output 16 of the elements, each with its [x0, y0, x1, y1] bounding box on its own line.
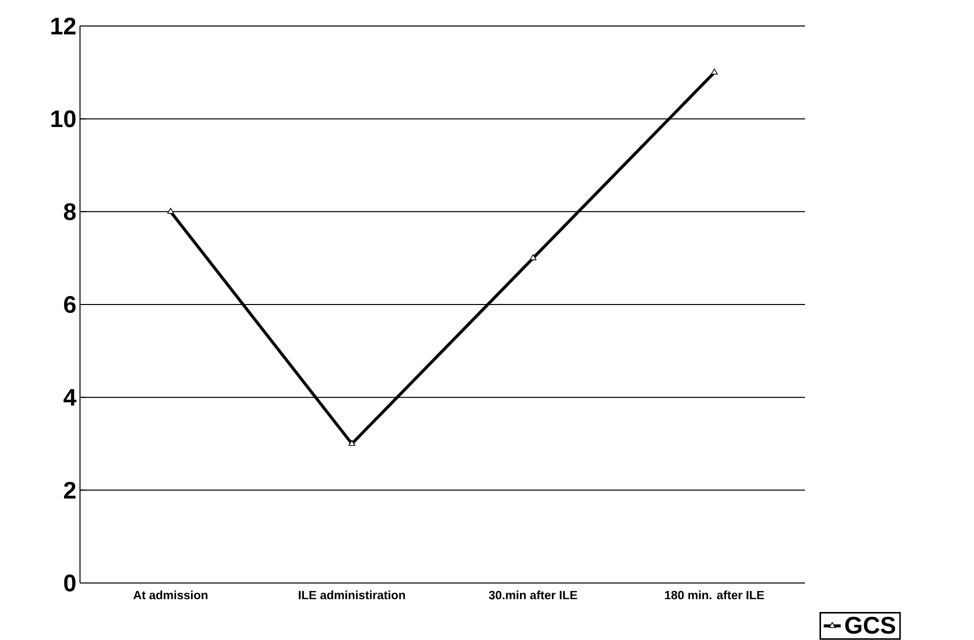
- y-tick-label: 0: [64, 574, 76, 592]
- y-tick-label: 4: [64, 389, 76, 406]
- y-tick-label: 8: [64, 203, 76, 220]
- point: [710, 68, 718, 75]
- y-tick-label: 2: [64, 482, 76, 499]
- point: [167, 208, 174, 214]
- point: [530, 254, 537, 260]
- x-tick-label: 30.min after ILE: [488, 590, 578, 600]
- x-tick-label: ILE administiration: [298, 590, 405, 600]
- legend-label: GCS: [845, 616, 896, 634]
- point: [348, 440, 356, 446]
- y-tick-label: 10: [51, 110, 76, 128]
- y-tick-label: 6: [64, 296, 76, 313]
- x-tick-label: At admission: [133, 590, 208, 600]
- x-tick-label: 180 min. after ILE: [665, 590, 764, 600]
- y-tick-label: 12: [51, 18, 76, 34]
